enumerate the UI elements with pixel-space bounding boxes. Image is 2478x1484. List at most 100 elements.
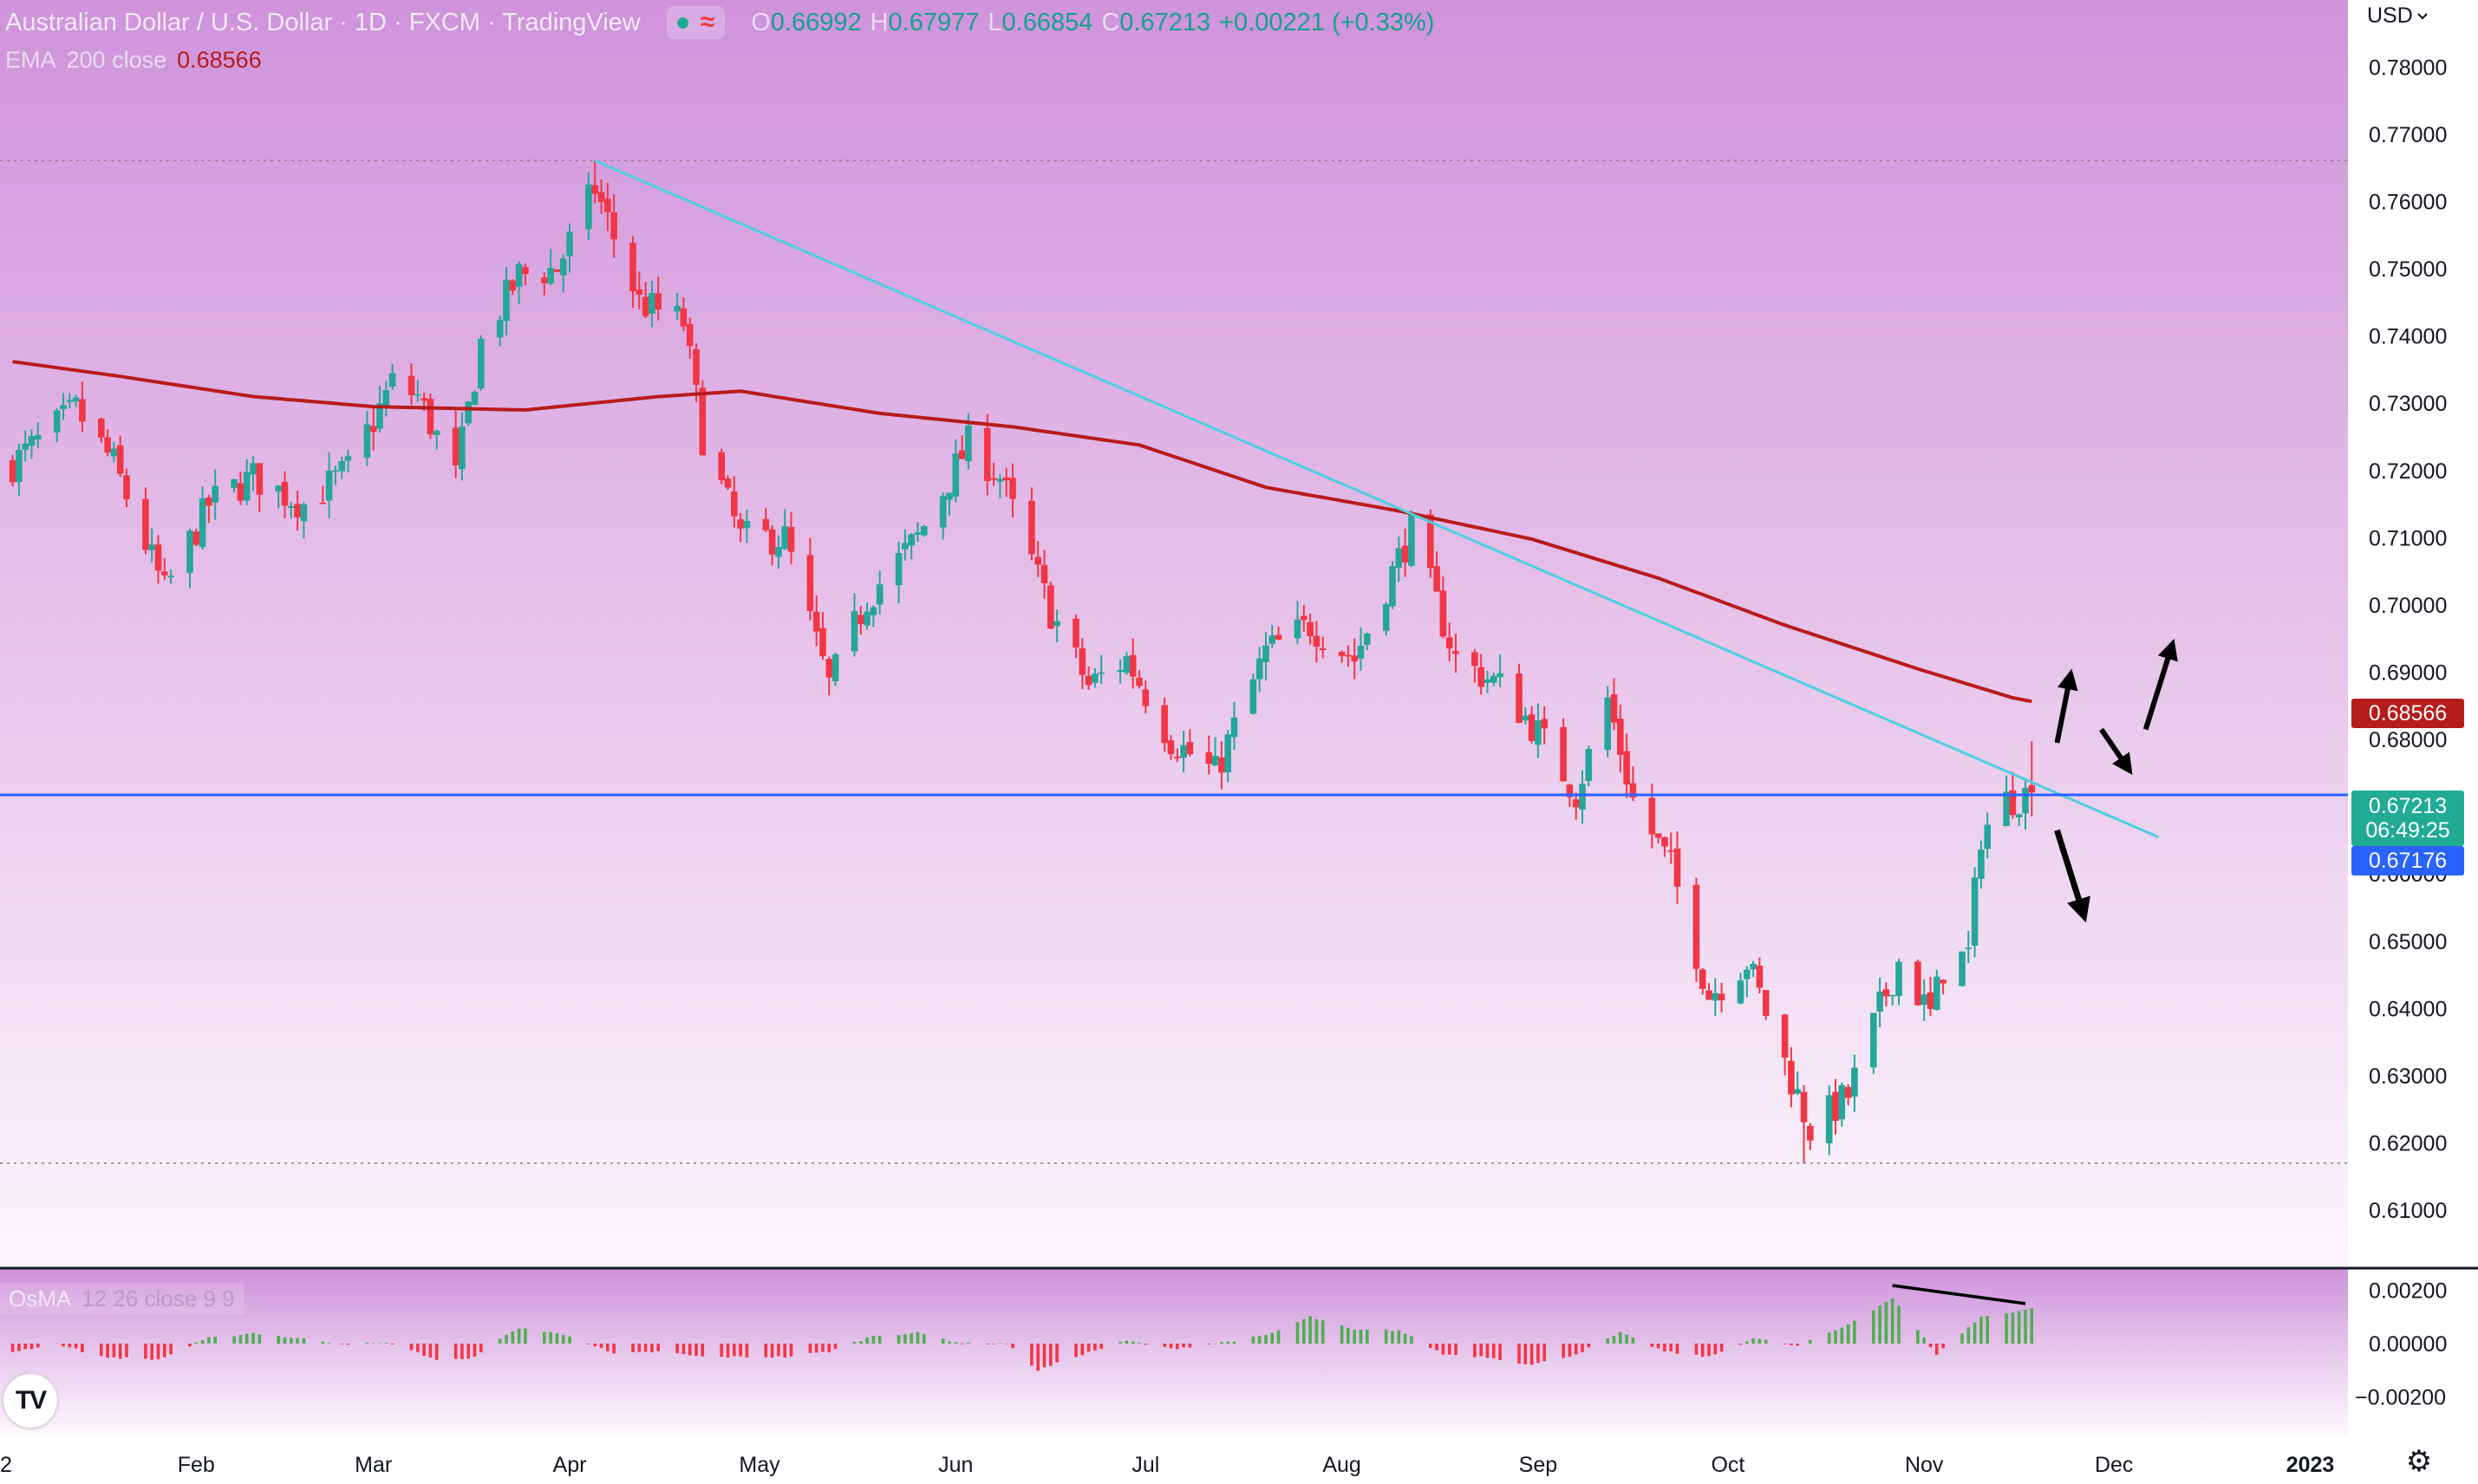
time-tick-label: Dec — [2095, 1453, 2133, 1477]
candle — [1079, 638, 1086, 689]
candle — [1351, 638, 1358, 680]
tradingview-logo-icon[interactable]: TV — [3, 1374, 57, 1428]
candle — [1610, 678, 1618, 731]
candle — [1959, 951, 1966, 987]
candle — [1224, 730, 1231, 783]
candle-body — [1800, 1091, 1808, 1123]
candle — [243, 459, 251, 505]
candle-body — [503, 279, 510, 322]
candle — [53, 407, 61, 443]
candle — [908, 532, 915, 560]
price-tick-label: 0.70000 — [2369, 594, 2447, 618]
time-tick-label: 2023 — [2286, 1453, 2335, 1477]
candle — [1585, 745, 1593, 786]
price-tick-label: 0.68000 — [2369, 728, 2447, 752]
candle-body — [363, 424, 371, 458]
price-tick-label: 0.61000 — [2369, 1199, 2447, 1223]
symbol-header[interactable]: Australian Dollar / U.S. Dollar · 1D · F… — [5, 5, 1434, 40]
candle-body — [1497, 673, 1503, 678]
candle — [591, 160, 598, 204]
candle-body — [831, 654, 839, 681]
ema-legend[interactable]: EMA 200 close 0.68566 — [5, 47, 262, 74]
candle-body — [16, 450, 23, 483]
candle — [104, 429, 111, 457]
osma-legend[interactable]: OsMA 12 26 close 9 9 — [0, 1283, 244, 1314]
candle-body — [1699, 969, 1706, 989]
candle-body — [250, 463, 257, 475]
candle — [1617, 705, 1624, 773]
candle-body — [699, 387, 707, 456]
candle-body — [205, 497, 212, 506]
candle — [958, 435, 966, 459]
candle-body — [421, 398, 427, 401]
ohlc-low: L0.66854 — [988, 8, 1093, 36]
symbol-title[interactable]: Australian Dollar / U.S. Dollar · 1D · F… — [5, 8, 641, 36]
candle — [1073, 615, 1079, 659]
candle — [382, 381, 390, 417]
currency-menu[interactable]: USD — [2367, 3, 2429, 29]
candle-body — [1167, 740, 1175, 755]
candle-body — [2015, 814, 2023, 817]
candle — [781, 509, 788, 550]
candle-body — [1560, 726, 1567, 782]
candle — [123, 468, 130, 508]
candle-body — [1566, 784, 1574, 797]
candle-body — [414, 394, 421, 396]
candle-body — [1629, 783, 1637, 798]
candle-body — [1389, 566, 1396, 607]
candle-body — [1452, 651, 1459, 654]
candle — [66, 393, 74, 408]
candle — [16, 443, 23, 497]
candle — [1920, 979, 1927, 1021]
candle-body — [1876, 991, 1883, 1012]
ema-legend-name: EMA — [5, 47, 56, 73]
candle-body — [1205, 752, 1213, 765]
candle-body — [1490, 675, 1497, 683]
candle-body — [1522, 715, 1529, 721]
candle — [996, 473, 1004, 498]
candle-body — [1978, 849, 1985, 879]
time-scale-background[interactable] — [0, 1435, 2478, 1484]
candle — [629, 236, 636, 309]
candle — [597, 179, 605, 214]
candle — [1744, 966, 1751, 998]
candle — [1497, 654, 1503, 688]
candle-body — [1357, 645, 1365, 659]
candle — [319, 485, 327, 504]
candle-body — [148, 544, 155, 550]
osma-pane-background — [0, 1269, 2348, 1435]
candle — [1433, 551, 1440, 592]
candle-body — [1788, 1060, 1795, 1095]
candle — [731, 476, 738, 528]
candle — [1338, 650, 1346, 663]
candle-body — [1888, 994, 1896, 997]
candle-body — [1477, 667, 1484, 687]
candle-body — [123, 475, 130, 499]
candle — [237, 471, 245, 505]
candle-body — [72, 397, 80, 402]
candle — [1888, 994, 1896, 1006]
candle-body — [1034, 556, 1041, 565]
candle-body — [2028, 784, 2036, 793]
candle — [363, 410, 371, 466]
candle-body — [1895, 961, 1902, 996]
price-tick-label: 0.63000 — [2369, 1064, 2447, 1089]
candle-body — [541, 277, 548, 283]
candle-body — [243, 472, 251, 501]
candle-body — [1661, 836, 1668, 847]
candle-body — [288, 505, 295, 508]
candle — [1313, 621, 1321, 663]
ema-200-line — [12, 360, 2032, 704]
candle — [1161, 697, 1168, 752]
time-tick-label: Apr — [553, 1453, 587, 1477]
candle — [1123, 652, 1131, 675]
candle-body — [167, 576, 174, 577]
candle — [281, 471, 289, 519]
candle — [338, 456, 345, 479]
market-status-pill[interactable]: ≈ — [666, 6, 726, 39]
candle — [1541, 706, 1548, 745]
price-tick-label: 0.78000 — [2369, 55, 2447, 80]
gear-icon[interactable]: ⚙ — [2405, 1445, 2433, 1478]
candle — [1832, 1078, 1839, 1135]
